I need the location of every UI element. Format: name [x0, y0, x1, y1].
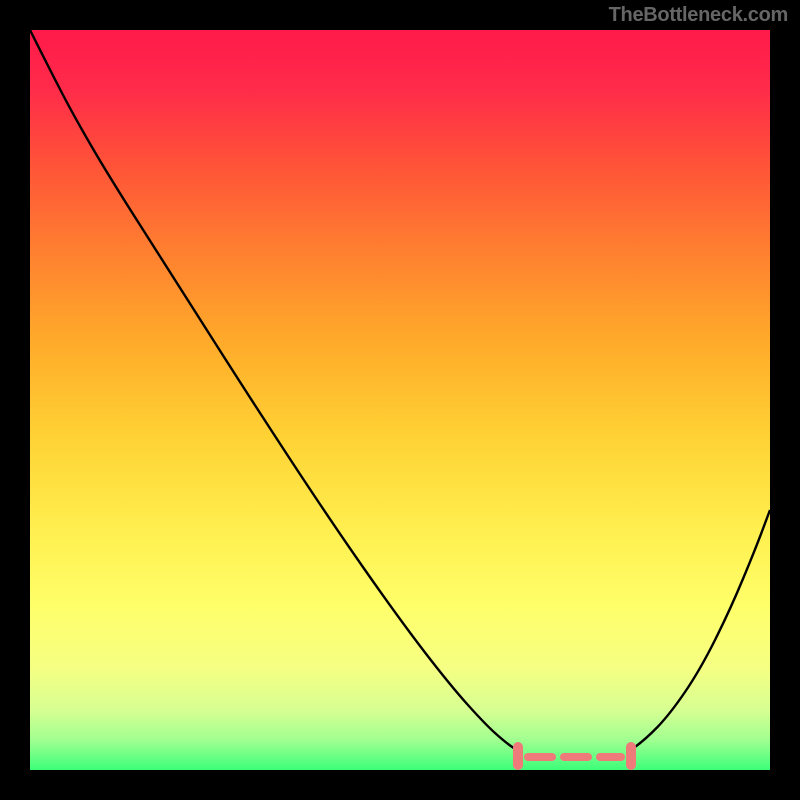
right-curve	[631, 510, 770, 750]
plot-area	[30, 30, 770, 770]
basin-highlight	[518, 747, 631, 765]
watermark-text: TheBottleneck.com	[609, 4, 788, 27]
bottleneck-curve	[30, 30, 770, 770]
left-curve	[30, 30, 518, 751]
